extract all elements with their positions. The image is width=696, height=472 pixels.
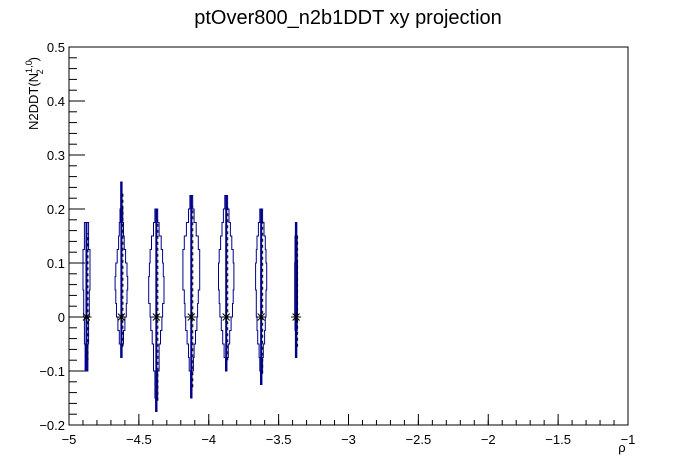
x-tick-label: −2.5 — [406, 432, 432, 447]
y-tick-label: −0.2 — [39, 418, 65, 433]
y-axis-title: N2DDT(N1,02) — [24, 57, 45, 130]
x-tick-label: −4 — [201, 432, 216, 447]
y-axis-title-sub: 2 — [35, 69, 45, 74]
median-marker-stroke — [152, 313, 161, 321]
y-axis-title-sup: 1,0 — [24, 60, 34, 73]
x-tick-label: −4.5 — [126, 432, 152, 447]
y-tick-label: 0.3 — [47, 148, 65, 163]
median-marker — [256, 312, 267, 322]
y-axis-title-main: N2DDT(N — [26, 73, 41, 130]
violins — [81, 181, 302, 412]
median-marker — [81, 312, 92, 322]
x-tick-label: −2 — [481, 432, 496, 447]
y-tick-label: 0.2 — [47, 202, 65, 217]
x-axis: −5 −4.5 −4 −3.5 −3 −2.5 −2 −1.5 −1 — [62, 414, 636, 447]
median-marker — [186, 312, 197, 322]
median-marker-stroke — [82, 313, 91, 321]
median-marker-stroke — [257, 313, 266, 321]
y-tick-label: 0.1 — [47, 256, 65, 271]
median-marker — [291, 312, 302, 322]
x-axis-title: ρ — [618, 440, 625, 455]
median-marker-stroke — [292, 313, 300, 321]
y-axis: −0.2 −0.1 0 0.1 0.2 0.3 0.4 0.5 — [39, 40, 85, 433]
y-tick-label: −0.1 — [39, 364, 65, 379]
median-marker — [116, 312, 127, 322]
median-marker — [221, 312, 232, 322]
chart-title: ptOver800_n2b1DDT xy projection — [194, 7, 502, 29]
y-tick-label: 0.5 — [47, 40, 65, 55]
median-marker-stroke — [117, 313, 126, 321]
x-tick-label: −1 — [621, 432, 636, 447]
median-marker — [151, 312, 162, 322]
y-tick-label: 0 — [58, 310, 65, 325]
x-tick-label: −5 — [62, 432, 77, 447]
x-tick-label: −1.5 — [545, 432, 571, 447]
y-tick-label: 0.4 — [47, 94, 65, 109]
median-marker-stroke — [187, 313, 196, 321]
y-axis-title-close: ) — [26, 57, 41, 61]
x-tick-label: −3 — [341, 432, 356, 447]
median-marker-stroke — [222, 313, 231, 321]
x-tick-label: −3.5 — [266, 432, 292, 447]
